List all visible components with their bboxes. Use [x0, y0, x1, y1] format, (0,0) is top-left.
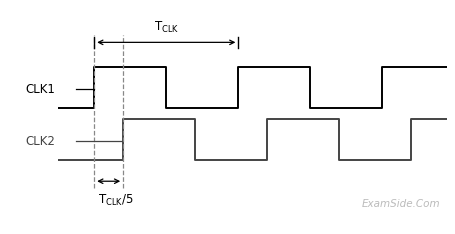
Text: $\mathregular{T_{CLK}}$/5: $\mathregular{T_{CLK}}$/5	[98, 193, 134, 208]
Text: CLK2: CLK2	[25, 135, 56, 148]
Text: $\mathregular{T_{CLK}}$: $\mathregular{T_{CLK}}$	[154, 20, 179, 35]
Text: CLK1: CLK1	[25, 83, 56, 96]
Text: ExamSide.Com: ExamSide.Com	[361, 199, 440, 208]
